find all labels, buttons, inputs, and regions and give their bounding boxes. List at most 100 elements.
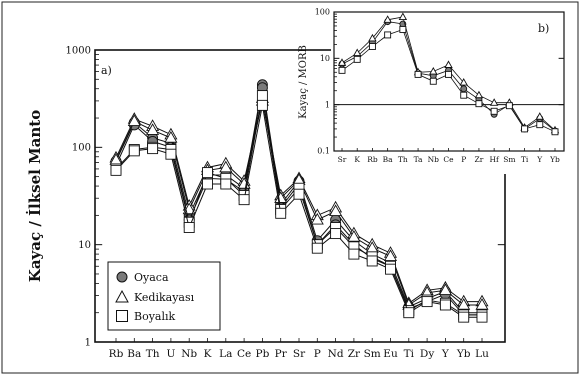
panel-a-point-boyal-k	[110, 164, 122, 176]
panel-b-y-tick-label: 10	[320, 54, 330, 63]
panel-a-point-boyal-k	[293, 188, 305, 200]
panel-b-point-boyal-k	[368, 43, 376, 50]
panel-a-series-boyal-k-5	[110, 99, 488, 323]
panel-b-background	[331, 6, 573, 174]
panel-b-point-boyal-k	[384, 31, 392, 39]
panel-a-series	[109, 79, 489, 323]
panel-a-x-labels: Rb Ba Th U Nb K La Ce Pb Pr Sr P Nd Zr Sm Eu Ti Dy Y Yb Lu	[109, 338, 489, 360]
panel-a-point-kedikayas-	[127, 114, 141, 127]
panel-a-point-kedikayas-	[146, 123, 160, 135]
legend-marker-oyaca	[116, 271, 128, 283]
panel-b-series	[337, 12, 560, 136]
panel-b-point-boyal-k	[490, 107, 498, 115]
panel-b-x-label-nb: Nb	[428, 155, 440, 164]
panel-a-point-boyal-k	[202, 178, 213, 190]
panel-a-point-boyal-k	[311, 242, 323, 254]
legend: Oyaca Kedikayası Boyalık	[107, 261, 221, 331]
panel-b-point-kedikayas-	[352, 48, 362, 57]
panel-a-x-label-th: Th	[146, 348, 160, 360]
panel-a-point-boyal-k	[330, 228, 342, 240]
panel-a-point-boyal-k	[183, 222, 195, 233]
panel-a-x-label-lu: Lu	[475, 348, 489, 360]
panel-a-x-label-y: Y	[441, 348, 450, 360]
panel-a-point-boyal-k	[165, 148, 177, 160]
panel-b-point-kedikayas-	[459, 78, 468, 86]
panel-a-y-axis-title: Kayaç / İlksel Manto	[25, 110, 44, 282]
panel-a-point-boyal-k	[348, 248, 360, 260]
panel-b-point-kedikayas-	[535, 112, 545, 120]
panel-a-x-label-zr: Zr	[348, 348, 361, 360]
panel-b-frame	[333, 11, 565, 152]
panel-a-point-kedikayas-	[475, 298, 489, 310]
panel-a-point-boyal-k	[220, 178, 232, 190]
panel-b-point-kedikayas-	[474, 90, 484, 99]
legend-label-kedikayasi: Kedikayası	[134, 291, 195, 304]
panel-b-x-label-yb: Yb	[549, 155, 560, 164]
panel-a-x-label-eu: Eu	[383, 348, 398, 360]
panel-a-point-boyal-k	[366, 255, 378, 267]
panel-b-point-kedikayas-	[383, 15, 392, 23]
panel-b-x-label-th: Th	[398, 155, 408, 164]
panel-b-y-tick-label: 0.1	[317, 147, 330, 156]
panel-a-point-kedikayas-	[164, 130, 178, 143]
panel-a-x-label-nd: Nd	[328, 348, 344, 360]
panel-a-point-boyal-k	[385, 263, 396, 275]
panel-b-x-label-hf: Hf	[489, 155, 500, 164]
panel-a-point-kedikayas-	[457, 298, 471, 310]
panel-a-y-tick-label: 100	[72, 143, 91, 154]
panel-b-x-label-y: Y	[536, 155, 543, 164]
panel-b-series-boyal-k-2	[338, 26, 559, 136]
panel-b: 0.1 1 10 100 Sr K Rb Ba Th Ta Nb Ce P Zr Hf Sm Ti Y Yb Ka…	[298, 6, 573, 174]
panel-b-point-kedikayas-	[337, 58, 347, 66]
panel-b-point-boyal-k	[505, 102, 513, 110]
panel-b-point-kedikayas-	[398, 12, 408, 20]
panel-b-x-label-ta: Ta	[414, 155, 423, 164]
panel-a-x-label-nb: Nb	[181, 348, 197, 360]
panel-b-point-kedikayas-	[489, 98, 499, 106]
panel-b-point-kedikayas-	[429, 66, 438, 75]
panel-a-x-label-pb: Pb	[256, 348, 270, 360]
legend-label-oyaca: Oyaca	[134, 271, 169, 284]
panel-a-point-boyal-k	[256, 99, 268, 111]
panel-a-point-boyal-k	[256, 90, 268, 102]
panel-a-point-boyal-k	[458, 311, 470, 323]
panel-a-x-label-sm: Sm	[364, 348, 381, 360]
panel-a-x-label-ti: Ti	[404, 348, 415, 360]
panel-a-y-ticks: 1 10 100 1000	[66, 45, 505, 348]
panel-a-x-label-dy: Dy	[420, 348, 434, 360]
panel-b-point-boyal-k	[414, 70, 422, 78]
panel-b-x-label-p: P	[461, 155, 466, 164]
panel-b-x-label-zr: Zr	[475, 155, 484, 164]
panel-a-point-kedikayas-	[347, 230, 361, 242]
panel-b-point-kedikayas-	[368, 33, 377, 42]
panel-a-x-label-p: P	[314, 348, 321, 360]
panel-b-y-axis-title: Kayaç / MORB	[298, 45, 309, 119]
panel-a-point-boyal-k	[202, 167, 213, 179]
panel-b-x-label-sr: Sr	[338, 155, 347, 164]
legend-marker-kedikayasi	[115, 289, 129, 303]
panel-a-point-boyal-k	[476, 311, 488, 323]
panel-a-point-kedikayas-	[329, 204, 343, 217]
legend-marker-boyalik	[116, 310, 128, 322]
panel-b-point-boyal-k	[399, 26, 407, 33]
panel-b-x-label-ce: Ce	[443, 155, 454, 164]
legend-label-boyalik: Boyalık	[134, 310, 176, 323]
panel-a-point-kedikayas-	[310, 212, 324, 225]
panel-a-frame	[94, 49, 506, 343]
panel-b-y-ticks: 0.1 1 10 100	[315, 8, 564, 156]
panel-b-x-labels: Sr K Rb Ba Th Ta Nb Ce P Zr Hf Sm Ti Y Yb	[338, 148, 560, 164]
panel-a-x-label-yb: Yb	[456, 348, 471, 360]
panel-a-point-boyal-k	[439, 299, 451, 311]
panel-b-x-label-sm: Sm	[503, 155, 515, 164]
panel-a-point-boyal-k	[403, 307, 415, 319]
panel-b-point-boyal-k	[551, 128, 559, 136]
panel-a-y-tick-label: 1	[85, 337, 91, 348]
panel-a-x-label-la: La	[219, 348, 232, 360]
panel-a-point-boyal-k	[238, 194, 250, 206]
panel-a-x-label-k: K	[204, 348, 212, 360]
panel-a-y-tick-label: 1000	[66, 45, 91, 56]
panel-a-x-label-pr: Pr	[275, 348, 288, 360]
panel-b-point-boyal-k	[338, 66, 346, 74]
